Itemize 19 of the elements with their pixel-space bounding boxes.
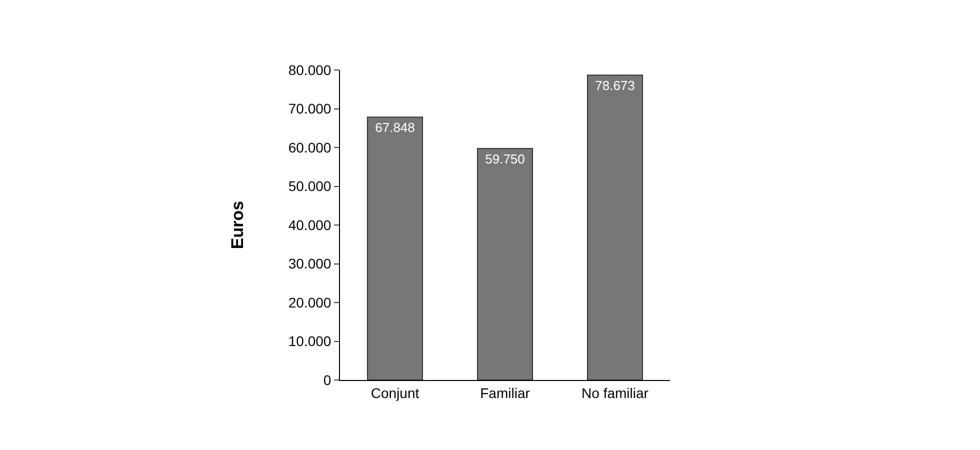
bar [477,148,533,380]
x-tick-label: Familiar [480,384,530,401]
y-tick-label: 80.000 [288,62,332,78]
y-axis-title: Euros [228,200,247,250]
x-tick-label: No familiar [582,384,649,401]
y-tick-label: 50.000 [288,178,332,194]
bar [367,116,423,380]
data-label: 78.673 [595,78,635,94]
y-tick-label: 20.000 [288,294,332,310]
x-tick-label: Conjunt [370,384,420,401]
y-tick-label: 60.000 [288,139,332,156]
y-tick-label: 30.000 [288,256,332,272]
y-tick-label: 0 [323,372,332,388]
y-tick-label: 10.000 [288,333,332,350]
y-tick-label: 40.000 [288,216,332,233]
bar [587,74,643,380]
y-tick-label: 70.000 [288,100,332,117]
data-label: 59.750 [485,151,525,166]
data-label: 67.848 [375,120,415,136]
